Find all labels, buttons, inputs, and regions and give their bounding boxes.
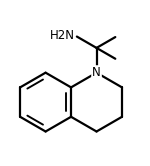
- Text: N: N: [92, 66, 101, 79]
- Text: H2N: H2N: [50, 29, 75, 42]
